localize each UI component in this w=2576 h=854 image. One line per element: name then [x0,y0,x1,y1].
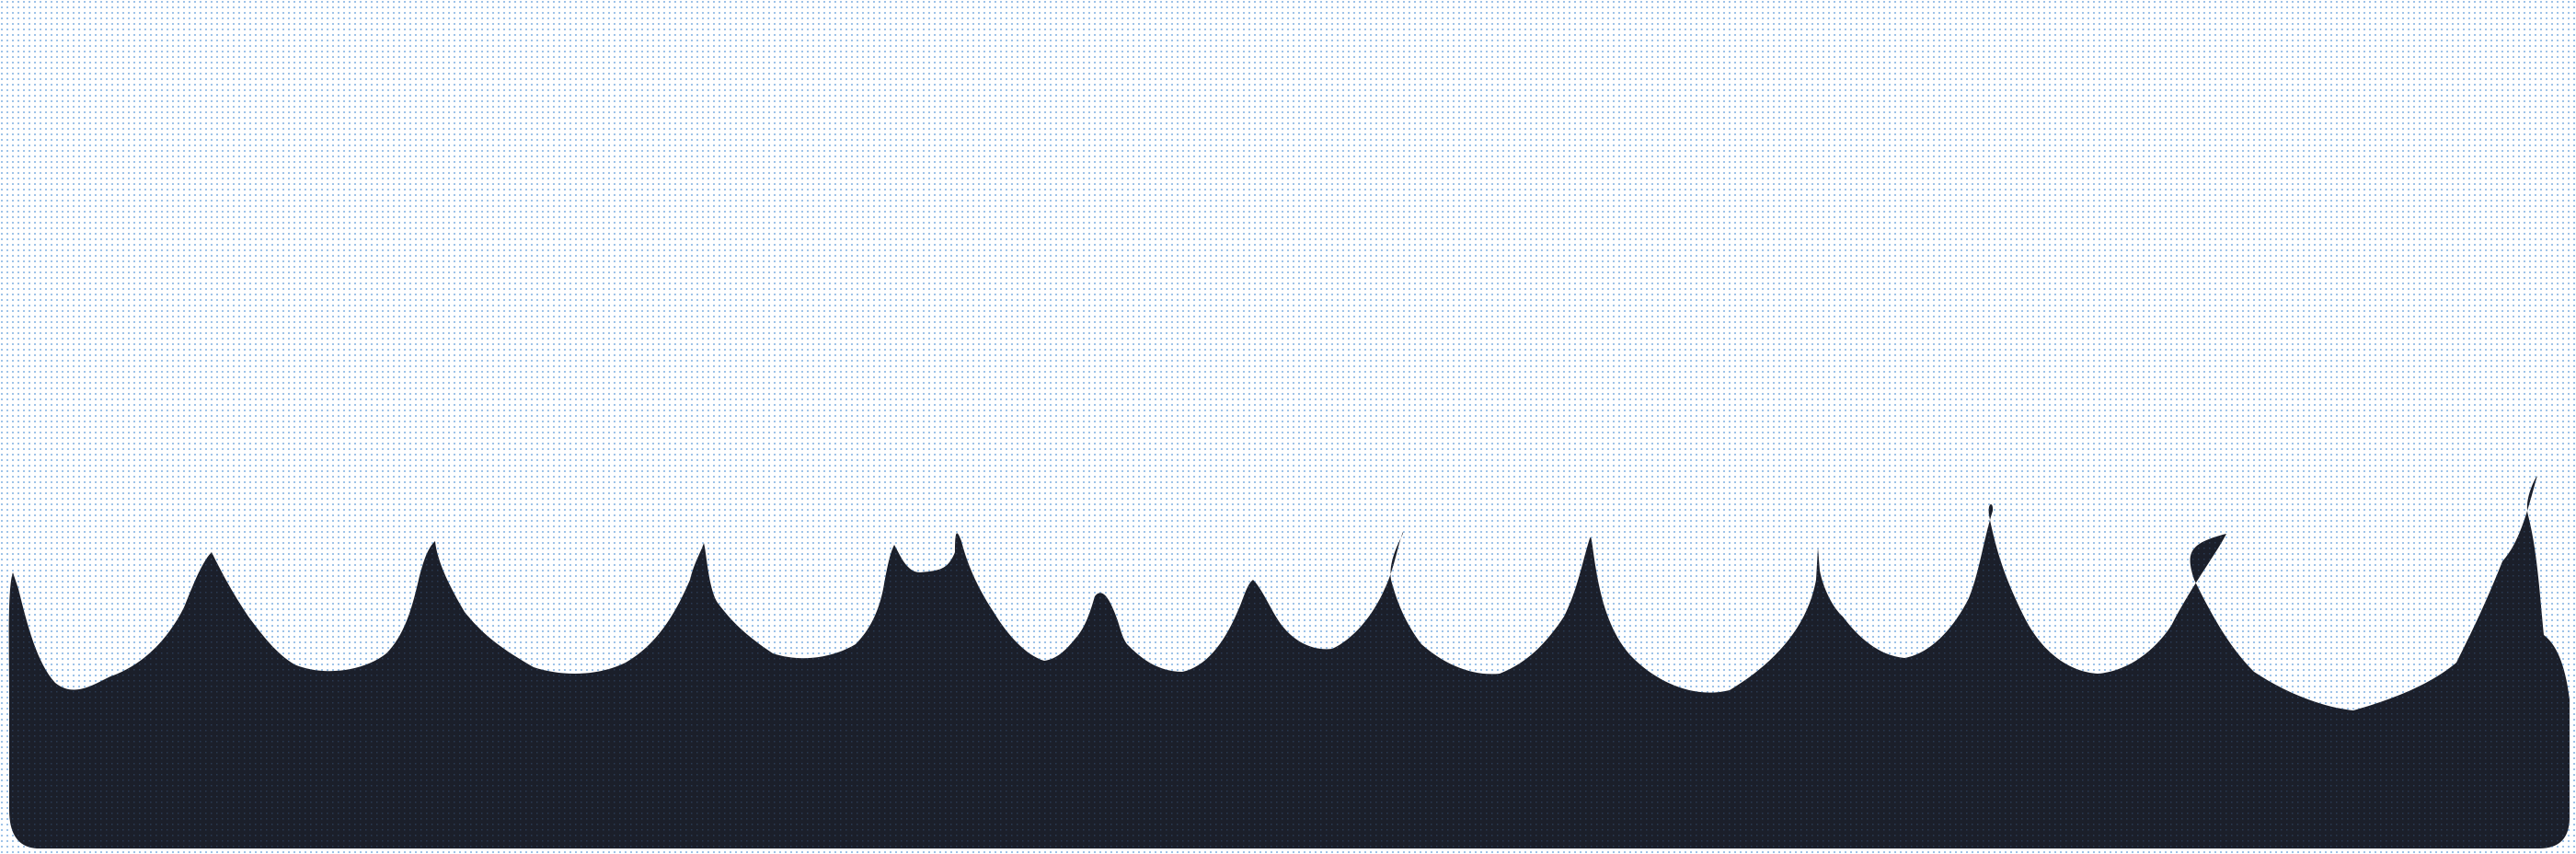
wave-silhouette [8,476,2570,848]
